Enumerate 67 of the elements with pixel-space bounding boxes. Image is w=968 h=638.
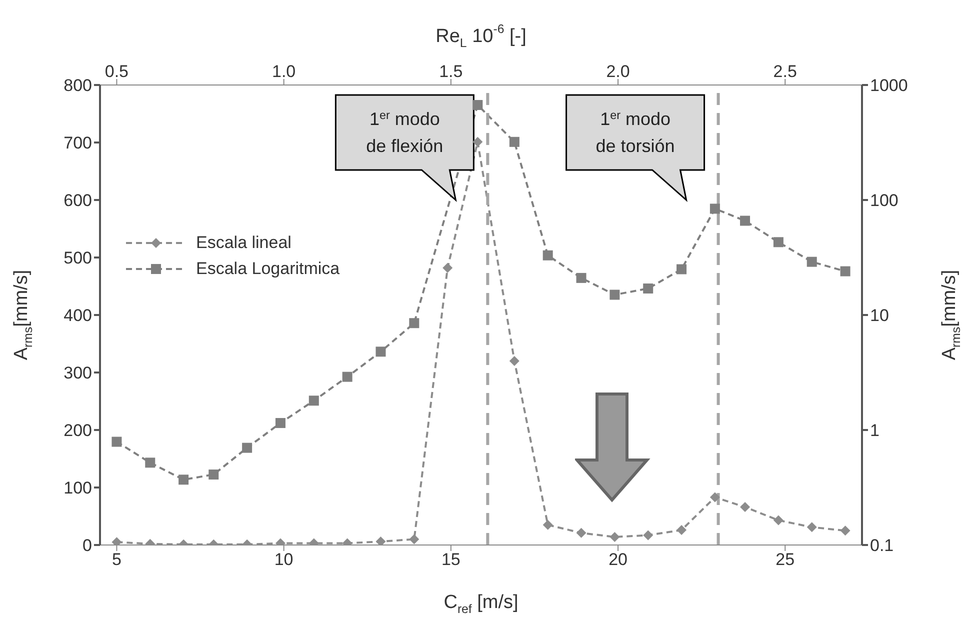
point: [376, 536, 386, 545]
point: [840, 526, 850, 536]
y-tick-label: 800: [64, 76, 92, 96]
point: [806, 522, 817, 532]
point: [643, 284, 654, 294]
x-tick-label: 5: [112, 550, 122, 570]
x2-tick-label: 2.5: [773, 62, 797, 81]
y2-tick-label: 1: [870, 421, 880, 440]
point: [308, 396, 319, 406]
y2-tick-label: 1000: [870, 76, 908, 96]
point: [472, 100, 483, 110]
y-tick-label: 600: [64, 191, 92, 210]
y2-tick-label: 100: [870, 191, 898, 210]
y-tick-label: 500: [64, 248, 92, 268]
point: [178, 474, 189, 485]
y-tick-label: 400: [64, 306, 92, 326]
point: [275, 418, 286, 428]
point: [740, 502, 750, 512]
y2-tick-label: 0.1: [870, 536, 894, 556]
point: [710, 492, 720, 502]
y-tick-label: 0: [82, 536, 92, 556]
point: [773, 237, 784, 248]
point: [342, 372, 352, 382]
point: [542, 520, 553, 530]
x2-tick-label: 1.0: [272, 62, 296, 81]
y-tick-label: 300: [64, 364, 92, 383]
point: [509, 356, 520, 366]
point: [610, 532, 620, 542]
point: [376, 346, 386, 357]
point: [576, 272, 586, 283]
point: [472, 136, 483, 147]
ref-line-label: 1$^{er}$ modo de flexión: [366, 108, 444, 156]
x2-tick-label: 0.5: [104, 62, 129, 81]
point: [773, 515, 784, 526]
x-tick-label: 10: [274, 550, 294, 570]
y-tick-label: 700: [64, 134, 92, 153]
point: [610, 290, 620, 300]
point: [806, 256, 817, 267]
point: [542, 250, 553, 260]
x-tick-label: 20: [608, 550, 628, 570]
x2-tick-label: 1.5: [439, 62, 463, 81]
point: [409, 534, 420, 544]
y-tick-label: 200: [64, 421, 92, 440]
x-axis-title: C$_{ref}$ [m/s]: [444, 592, 518, 616]
point: [840, 266, 850, 276]
point: [576, 528, 586, 538]
point: [676, 525, 687, 536]
x2-tick-label: 2.0: [606, 62, 630, 81]
x2-axis-title: Re$_{L}$ 10$^{-6}$ [-]: [436, 22, 526, 50]
point: [676, 264, 687, 274]
point: [242, 442, 252, 453]
y2-tick-label: 10: [870, 306, 889, 326]
x-tick-label: 25: [776, 550, 795, 570]
legend-label: Escala lineal: [196, 233, 292, 253]
point: [740, 216, 750, 226]
ref-line-label: 1$^{er}$ modo de torsión: [596, 108, 675, 156]
point: [442, 262, 453, 273]
point: [208, 470, 219, 480]
point: [509, 136, 520, 147]
y-tick-label: 100: [64, 478, 92, 498]
x-tick-label: 15: [441, 550, 460, 570]
legend-label: Escala Logaritmica: [196, 259, 340, 279]
point: [145, 458, 156, 468]
point: [409, 318, 420, 328]
point: [710, 204, 720, 214]
point: [643, 530, 654, 540]
point: [112, 436, 122, 447]
